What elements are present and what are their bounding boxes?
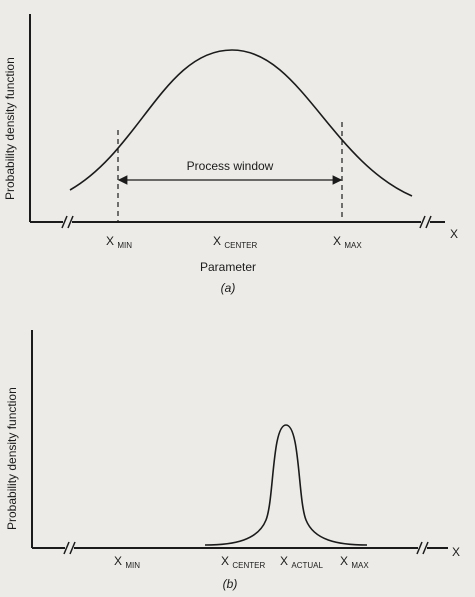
panel-b-tick-xcenter-sub: CENTER [232, 561, 265, 570]
panel-b-ylabel: Probability density function [5, 387, 19, 530]
panel-a-tick-xmax: X MAX [333, 234, 362, 250]
panel-b-tick-xmin-sub: MIN [125, 561, 140, 570]
panel-b-distribution-curve [204, 424, 368, 546]
panel-a-axis-break-right [419, 215, 432, 229]
panel-b-tick-xmax-main: X [340, 554, 348, 568]
panel-b-tick-xcenter-main: X [221, 554, 229, 568]
panel-b-tick-xactual: X ACTUAL [280, 554, 323, 570]
panel-b-axis-break-right [416, 541, 429, 555]
panel-a-tick-xcenter-main: X [213, 234, 221, 248]
panel-a-tick-xmax-sub: MAX [344, 241, 362, 250]
panel-a-xlabel: Parameter [200, 260, 256, 274]
panel-b-tick-xmax: X MAX [340, 554, 369, 570]
panel-a-tick-xmax-main: X [333, 234, 341, 248]
panel-a-axis-break-left [61, 215, 74, 229]
panel-b-tick-xactual-main: X [280, 554, 288, 568]
panel-b-tick-xactual-sub: ACTUAL [291, 561, 323, 570]
panel-b-tick-xmin-main: X [114, 554, 122, 568]
panel-b-caption: (b) [223, 577, 238, 591]
panel-a-x-axis-symbol: X [450, 227, 458, 241]
panel-b-x-axis-symbol: X [452, 545, 460, 559]
panel-a-process-window-label: Process window [187, 159, 274, 173]
panel-b-tick-xmax-sub: MAX [351, 561, 369, 570]
panel-b-axis-break-left [63, 541, 76, 555]
panel-b-tick-xmin: X MIN [114, 554, 140, 570]
panel-a-tick-xmin-sub: MIN [117, 241, 132, 250]
panel-a: Probability density function Process win… [3, 14, 458, 295]
panel-a-tick-xcenter: X CENTER [213, 234, 257, 250]
panel-a-caption: (a) [221, 281, 236, 295]
panel-a-tick-xmin: X MIN [106, 234, 132, 250]
panel-a-tick-xmin-main: X [106, 234, 114, 248]
panel-b-tick-xcenter: X CENTER [221, 554, 265, 570]
panel-b: Probability density function X MIN X CEN… [5, 330, 460, 591]
panel-a-distribution-curve [69, 49, 413, 197]
panel-a-ylabel: Probability density function [3, 57, 17, 200]
panel-a-tick-xcenter-sub: CENTER [224, 241, 257, 250]
